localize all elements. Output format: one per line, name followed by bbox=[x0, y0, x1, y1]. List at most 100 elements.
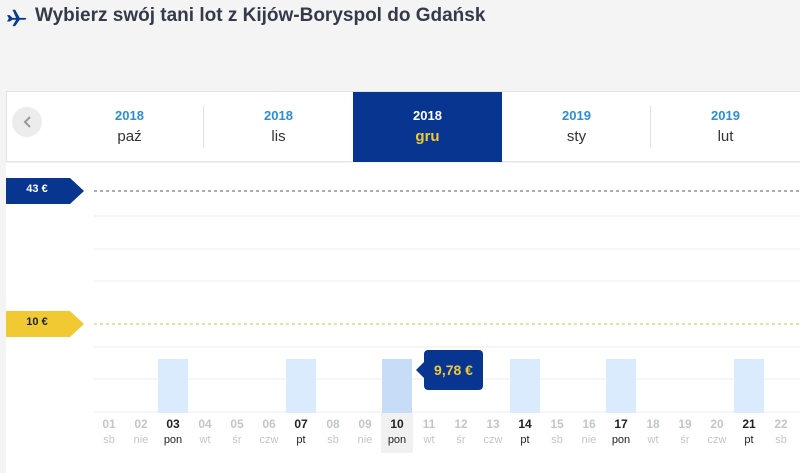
day-number: 07 bbox=[294, 417, 308, 431]
previous-month-button[interactable] bbox=[12, 107, 42, 137]
day-weekday: pt bbox=[744, 434, 754, 446]
month-tab-sty[interactable]: 2019 sty bbox=[502, 92, 651, 161]
day-10[interactable]: 10 pon bbox=[381, 413, 413, 453]
day-03[interactable]: 03 pon bbox=[157, 413, 189, 453]
day-17[interactable]: 17 pon bbox=[605, 413, 637, 453]
day-number: 11 bbox=[422, 417, 436, 431]
min-price-label: 10 € bbox=[26, 316, 48, 328]
month-name: sty bbox=[566, 128, 587, 145]
day-18: 18 wt bbox=[637, 413, 669, 453]
day-07[interactable]: 07 pt bbox=[285, 413, 317, 453]
day-number: 10 bbox=[390, 417, 404, 431]
day-number: 22 bbox=[774, 417, 788, 431]
divider bbox=[650, 106, 651, 148]
price-tooltip: 9,78 € bbox=[416, 350, 483, 390]
month-year: 2019 bbox=[562, 108, 591, 123]
day-weekday: śr bbox=[232, 434, 242, 446]
price-bar-03[interactable] bbox=[158, 359, 188, 413]
day-09: 09 nie bbox=[349, 413, 381, 453]
day-weekday: nie bbox=[357, 434, 373, 446]
day-number: 03 bbox=[166, 417, 180, 431]
day-weekday: wt bbox=[647, 434, 659, 446]
day-weekday: wt bbox=[199, 434, 211, 446]
day-number: 04 bbox=[198, 417, 212, 431]
day-weekday: pon bbox=[163, 434, 183, 446]
month-year: 2018 bbox=[115, 108, 144, 123]
day-06: 06 czw bbox=[253, 413, 285, 453]
day-weekday: pt bbox=[296, 434, 306, 446]
day-weekday: czw bbox=[483, 434, 503, 446]
month-name: lut bbox=[717, 128, 734, 145]
airplane-icon bbox=[7, 9, 27, 27]
chart-gridlines bbox=[94, 190, 800, 413]
day-04: 04 wt bbox=[189, 413, 221, 453]
month-name: lis bbox=[271, 128, 286, 145]
price-bar-07[interactable] bbox=[286, 359, 316, 413]
day-weekday: wt bbox=[423, 434, 435, 446]
day-number: 05 bbox=[230, 417, 244, 431]
day-weekday: sb bbox=[551, 434, 563, 446]
day-weekday: pt bbox=[520, 434, 530, 446]
day-number: 02 bbox=[134, 417, 148, 431]
day-weekday: nie bbox=[133, 434, 149, 446]
price-chart: 43 € 10 € 01 sb 02 nie 03 pon 04 wt 05 śr 06 czw 07 p… bbox=[6, 163, 800, 473]
day-weekday: czw bbox=[259, 434, 279, 446]
chevron-left-icon bbox=[23, 116, 31, 128]
day-19: 19 śr bbox=[669, 413, 701, 453]
month-year: 2018 bbox=[413, 108, 442, 123]
month-tab-lut[interactable]: 2019 lut bbox=[651, 92, 800, 161]
day-11: 11 wt bbox=[413, 413, 445, 453]
price-bar-14[interactable] bbox=[510, 359, 540, 413]
day-02: 02 nie bbox=[125, 413, 157, 453]
tooltip-price: 9,78 € bbox=[434, 362, 473, 378]
day-13: 13 czw bbox=[477, 413, 509, 453]
day-01: 01 sb bbox=[93, 413, 125, 453]
divider bbox=[203, 106, 204, 148]
day-20: 20 czw bbox=[701, 413, 733, 453]
month-selector: 2018 paź 2018 lis 2018 gru 2019 sty 2019… bbox=[6, 91, 800, 162]
month-name: paź bbox=[117, 128, 142, 145]
day-number: 14 bbox=[518, 417, 532, 431]
max-price-label: 43 € bbox=[26, 183, 48, 195]
price-bar-21[interactable] bbox=[734, 359, 764, 413]
day-number: 13 bbox=[486, 417, 500, 431]
day-weekday: śr bbox=[456, 434, 466, 446]
day-number: 12 bbox=[454, 417, 468, 431]
day-weekday: sb bbox=[327, 434, 339, 446]
day-number: 15 bbox=[550, 417, 564, 431]
month-tab-lis[interactable]: 2018 lis bbox=[204, 92, 353, 161]
day-08: 08 sb bbox=[317, 413, 349, 453]
day-weekday: czw bbox=[707, 434, 727, 446]
page-header: Wybierz swój tani lot z Kijów-Boryspol d… bbox=[0, 0, 800, 34]
day-weekday: sb bbox=[775, 434, 787, 446]
price-bar-17[interactable] bbox=[606, 359, 636, 413]
day-number: 16 bbox=[582, 417, 596, 431]
day-14[interactable]: 14 pt bbox=[509, 413, 541, 453]
day-weekday: pon bbox=[611, 434, 631, 446]
day-number: 01 bbox=[102, 417, 116, 431]
max-price-flag: 43 € bbox=[6, 178, 84, 204]
page-title: Wybierz swój tani lot z Kijów-Boryspol d… bbox=[35, 5, 486, 26]
day-number: 21 bbox=[742, 417, 756, 431]
day-22: 22 sb bbox=[765, 413, 797, 453]
day-weekday: nie bbox=[581, 434, 597, 446]
month-year: 2019 bbox=[711, 108, 740, 123]
month-year: 2018 bbox=[264, 108, 293, 123]
month-tab-paz[interactable]: 2018 paź bbox=[55, 92, 204, 161]
day-21[interactable]: 21 pt bbox=[733, 413, 765, 453]
price-bar-10[interactable] bbox=[382, 359, 412, 413]
day-number: 06 bbox=[262, 417, 276, 431]
day-number: 17 bbox=[614, 417, 628, 431]
day-weekday: sb bbox=[103, 434, 115, 446]
day-number: 18 bbox=[646, 417, 660, 431]
day-number: 19 bbox=[678, 417, 692, 431]
day-16: 16 nie bbox=[573, 413, 605, 453]
day-05: 05 śr bbox=[221, 413, 253, 453]
month-name: gru bbox=[415, 128, 440, 145]
day-weekday: śr bbox=[680, 434, 690, 446]
min-price-flag: 10 € bbox=[6, 311, 84, 337]
day-12: 12 śr bbox=[445, 413, 477, 453]
day-number: 09 bbox=[358, 417, 372, 431]
day-number: 20 bbox=[710, 417, 724, 431]
month-tab-gru[interactable]: 2018 gru bbox=[353, 92, 502, 162]
